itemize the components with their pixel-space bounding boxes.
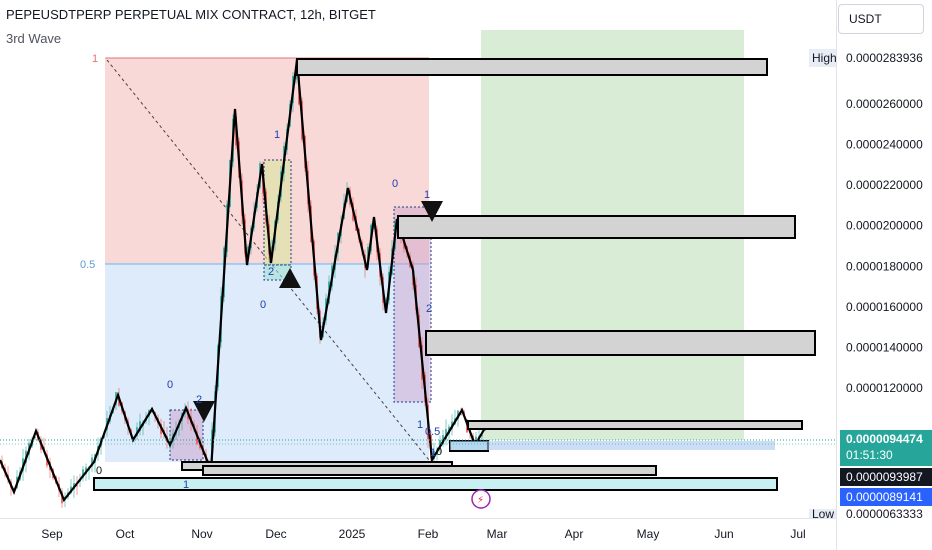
wave-label: 1 xyxy=(183,479,189,491)
high-value-bg xyxy=(840,49,932,67)
level-bar[interactable] xyxy=(425,330,816,356)
fib-lower-zone xyxy=(105,264,429,462)
high-value: 0.0000283936 xyxy=(846,51,923,65)
time-tick-label: Feb xyxy=(418,527,439,541)
current-zone-band xyxy=(450,441,775,450)
time-axis-separator xyxy=(0,518,836,519)
time-tick-label: Jul xyxy=(790,527,805,541)
time-tick-label: Dec xyxy=(265,527,286,541)
wave-label: 0 xyxy=(436,446,442,458)
price-value-2: 0.0000093987 xyxy=(846,470,923,484)
event-icon[interactable] xyxy=(471,489,491,509)
price-badge-blue xyxy=(840,488,932,506)
time-tick-label: Jun xyxy=(714,527,733,541)
candle-body xyxy=(460,414,462,416)
low-value: 0.0000063333 xyxy=(846,507,923,521)
chart-title[interactable]: PEPEUSDTPERP PERPETUAL MIX CONTRACT, 12h… xyxy=(6,7,376,22)
sell-signal-icon xyxy=(421,201,443,222)
price-badge-dark xyxy=(840,468,932,486)
wave-label: 0 xyxy=(260,299,266,311)
candle-body xyxy=(139,421,141,432)
wave-label: 0 xyxy=(392,178,398,190)
level-bar[interactable] xyxy=(296,58,768,76)
indicator-label[interactable]: 3rd Wave xyxy=(6,31,62,46)
wave-label: 0 xyxy=(167,379,173,391)
time-tick-label: Oct xyxy=(116,527,135,541)
candle-body xyxy=(76,485,78,487)
price-tick-label: 0.0000260000 xyxy=(846,97,923,111)
wave-label: 0.5 xyxy=(425,426,440,438)
time-tick-label: Sep xyxy=(41,527,63,541)
wave-label: 2 xyxy=(268,266,274,278)
price-tick-label: 0.0000220000 xyxy=(846,178,923,192)
candle-body xyxy=(481,435,483,437)
last-price-value: 0.0000094474 xyxy=(846,432,923,446)
fib-label-05: 0.5 xyxy=(80,259,95,271)
time-tick-label: May xyxy=(637,527,660,541)
time-tick-label: Apr xyxy=(565,527,584,541)
buy-signal-icon xyxy=(279,268,301,288)
countdown-value: 01:51:30 xyxy=(846,448,893,462)
candle-body xyxy=(373,225,375,229)
wave-box-4 xyxy=(393,206,432,403)
wave-label: 1 xyxy=(417,419,423,431)
axis-separator xyxy=(836,0,837,550)
wave-label: 0 xyxy=(96,465,102,477)
candle-body xyxy=(445,429,447,440)
candle-body xyxy=(169,441,171,443)
time-tick-label: Mar xyxy=(487,527,508,541)
time-tick-label: 2025 xyxy=(339,527,366,541)
wave-label: 1 xyxy=(424,189,430,201)
price-tick-label: 0.0000200000 xyxy=(846,219,923,233)
price-tick-label: 0.0000160000 xyxy=(846,300,923,314)
fib-trend-line xyxy=(106,59,430,461)
level-bar[interactable] xyxy=(397,215,796,239)
candle-body xyxy=(82,469,84,478)
price-tick-label: 0.0000180000 xyxy=(846,259,923,273)
price-tick-label: 0.0000240000 xyxy=(846,138,923,152)
currency-selector[interactable]: USDT xyxy=(838,4,924,34)
fib-label-1: 1 xyxy=(92,53,98,65)
sell-signal-icon xyxy=(193,401,215,422)
low-label: Low xyxy=(812,507,834,521)
candle-body xyxy=(385,299,387,301)
low-label-bg xyxy=(809,509,837,519)
candle-body xyxy=(91,457,93,467)
wave-box-3 xyxy=(263,264,292,281)
time-tick-label: Nov xyxy=(191,527,212,541)
price-tick-label: 0.0000140000 xyxy=(846,340,923,354)
high-label: High xyxy=(812,51,837,65)
price-value-3: 0.0000089141 xyxy=(846,490,923,504)
level-bar[interactable] xyxy=(202,465,657,476)
wave-label: 2 xyxy=(426,303,432,315)
wave-label: 1 xyxy=(430,447,436,459)
wave-label: 1 xyxy=(274,129,280,141)
event-icon-glyph: ⚡ xyxy=(477,495,484,506)
last-price-badge xyxy=(840,430,932,466)
candle-body xyxy=(34,437,36,439)
price-tick-label: 0.0000120000 xyxy=(846,381,923,395)
high-label-bg xyxy=(809,49,837,67)
level-bar[interactable] xyxy=(467,420,803,430)
wave-label: 2 xyxy=(196,394,202,406)
level-bar-cyan[interactable] xyxy=(93,477,778,491)
